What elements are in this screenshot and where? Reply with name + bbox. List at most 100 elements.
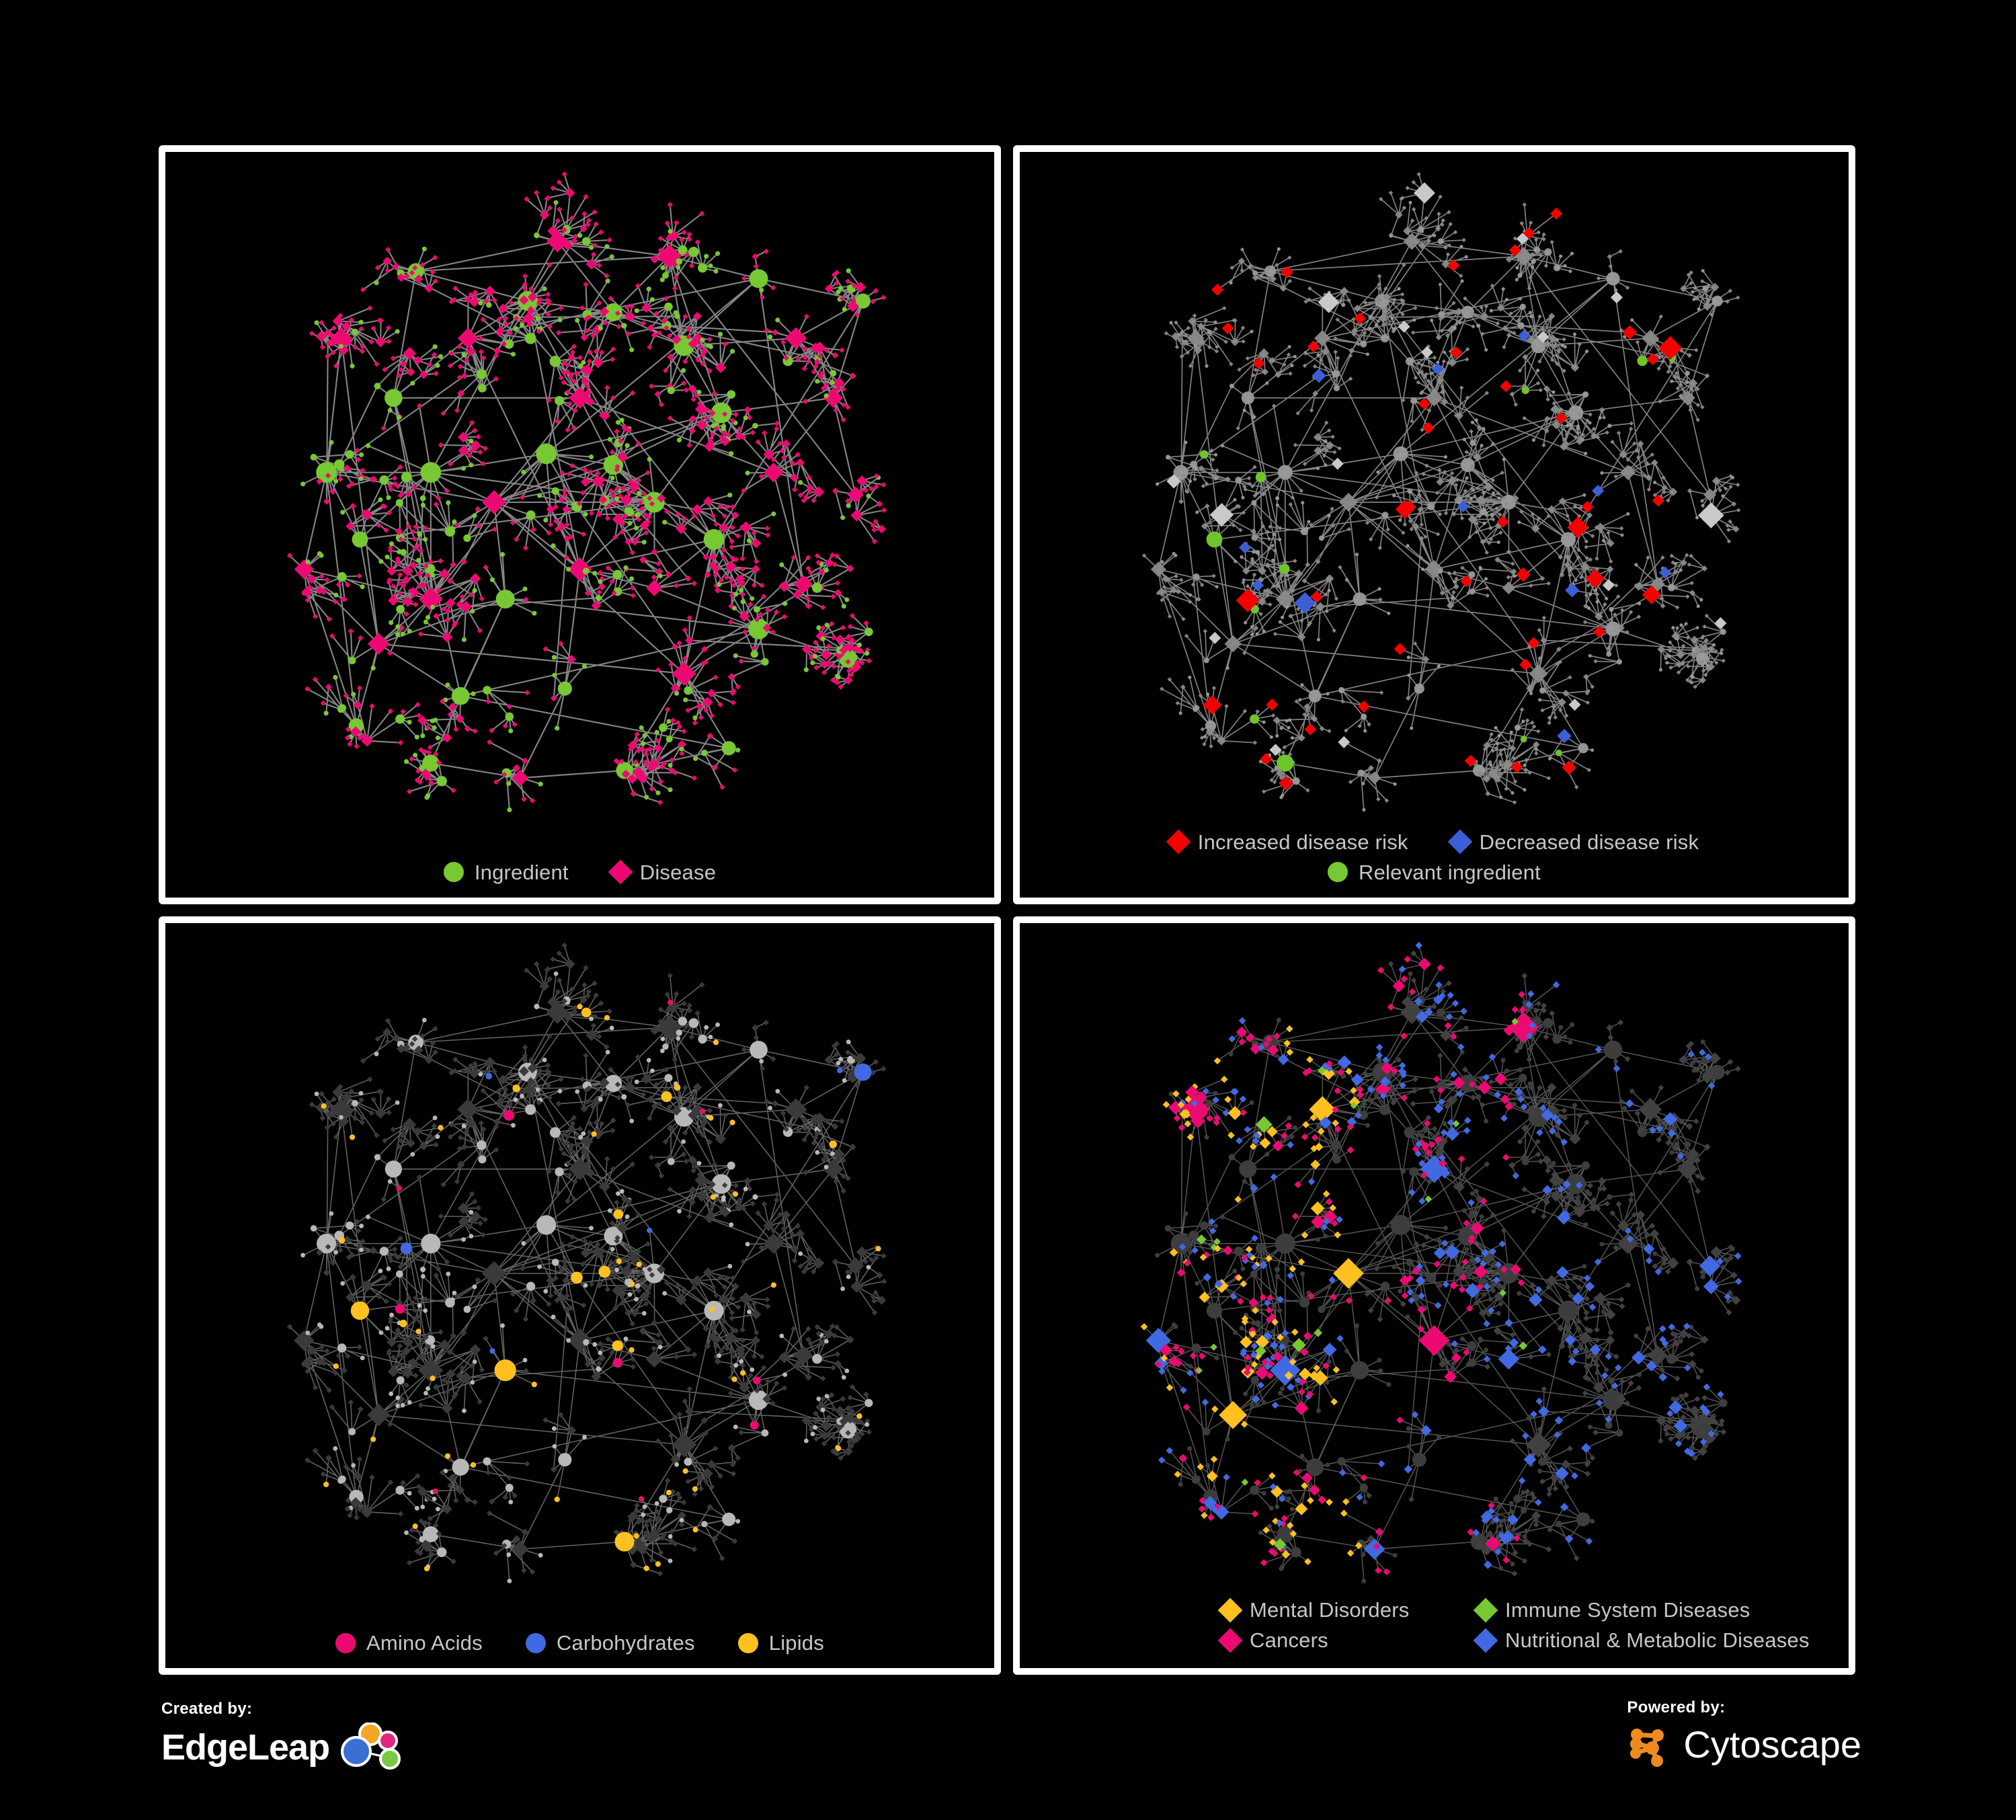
graph-node[interactable]: [1346, 1116, 1357, 1127]
graph-node[interactable]: [1224, 476, 1231, 483]
graph-node[interactable]: [1607, 1329, 1614, 1335]
graph-node[interactable]: [1491, 517, 1496, 522]
graph-node[interactable]: [359, 1247, 364, 1252]
graph-node[interactable]: [557, 206, 563, 212]
graph-node[interactable]: [1686, 1332, 1693, 1339]
graph-node[interactable]: [871, 539, 878, 545]
graph-node[interactable]: [555, 395, 565, 405]
graph-node[interactable]: [746, 538, 752, 543]
graph-node[interactable]: [1339, 1468, 1346, 1476]
graph-node[interactable]: [366, 1214, 370, 1219]
graph-node[interactable]: [1585, 349, 1589, 354]
graph-node[interactable]: [519, 1265, 526, 1271]
graph-node[interactable]: [649, 1154, 655, 1160]
graph-node[interactable]: [1496, 778, 1501, 783]
graph-node[interactable]: [386, 1109, 392, 1115]
graph-node[interactable]: [1219, 1400, 1248, 1429]
graph-node[interactable]: [1687, 562, 1691, 567]
graph-node[interactable]: [1412, 1076, 1418, 1082]
graph-node[interactable]: [576, 500, 583, 506]
graph-node[interactable]: [374, 1107, 387, 1119]
graph-node[interactable]: [531, 1381, 537, 1387]
graph-node[interactable]: [803, 1169, 809, 1175]
graph-node[interactable]: [1619, 1303, 1625, 1309]
graph-node[interactable]: [1670, 1396, 1676, 1401]
graph-node[interactable]: [1252, 579, 1264, 592]
graph-node[interactable]: [572, 1178, 578, 1185]
graph-node[interactable]: [563, 555, 570, 561]
graph-node[interactable]: [639, 725, 644, 730]
graph-node[interactable]: [1606, 1023, 1613, 1031]
graph-node[interactable]: [1525, 718, 1530, 723]
graph-node[interactable]: [1707, 646, 1713, 651]
graph-node[interactable]: [1660, 1245, 1666, 1252]
graph-node[interactable]: [673, 1353, 680, 1359]
graph-node[interactable]: [1502, 457, 1506, 461]
graph-node[interactable]: [410, 528, 416, 535]
graph-node[interactable]: [329, 440, 334, 445]
graph-node[interactable]: [551, 655, 557, 660]
graph-node[interactable]: [1502, 581, 1515, 595]
graph-node[interactable]: [873, 1058, 879, 1065]
graph-node[interactable]: [577, 1125, 583, 1132]
graph-node[interactable]: [761, 658, 769, 666]
graph-node[interactable]: [1608, 1387, 1615, 1394]
graph-node[interactable]: [1198, 465, 1205, 471]
graph-node[interactable]: [682, 627, 688, 633]
graph-node[interactable]: [733, 1182, 739, 1189]
graph-node[interactable]: [1355, 1322, 1360, 1328]
graph-node[interactable]: [683, 697, 688, 703]
graph-node[interactable]: [385, 389, 403, 407]
graph-node[interactable]: [748, 601, 754, 607]
graph-node[interactable]: [1368, 327, 1372, 331]
graph-node[interactable]: [1323, 1233, 1328, 1238]
graph-node[interactable]: [639, 1276, 645, 1283]
graph-node[interactable]: [743, 1177, 752, 1185]
graph-node[interactable]: [1495, 321, 1500, 326]
graph-node[interactable]: [1685, 1405, 1691, 1412]
graph-node[interactable]: [495, 590, 515, 609]
graph-node[interactable]: [477, 1140, 487, 1150]
graph-node[interactable]: [1178, 498, 1184, 504]
graph-node[interactable]: [356, 685, 363, 691]
graph-node[interactable]: [489, 1498, 495, 1505]
graph-node[interactable]: [1205, 364, 1209, 368]
graph-node[interactable]: [1635, 1225, 1642, 1232]
graph-node[interactable]: [1552, 344, 1557, 349]
network-graph-3[interactable]: [165, 923, 994, 1669]
graph-node[interactable]: [717, 1353, 722, 1358]
graph-node[interactable]: [447, 1482, 453, 1489]
graph-node[interactable]: [547, 323, 553, 329]
graph-node[interactable]: [543, 518, 549, 523]
graph-node[interactable]: [1691, 647, 1697, 654]
graph-node[interactable]: [1464, 1165, 1471, 1172]
graph-node[interactable]: [655, 567, 663, 576]
graph-node[interactable]: [557, 1088, 563, 1093]
graph-node[interactable]: [555, 725, 560, 731]
graph-node[interactable]: [678, 1016, 688, 1025]
graph-node[interactable]: [438, 1213, 444, 1219]
graph-node[interactable]: [702, 1467, 713, 1479]
graph-node[interactable]: [1502, 1153, 1510, 1161]
graph-node[interactable]: [598, 1265, 611, 1277]
graph-node[interactable]: [406, 789, 413, 795]
graph-node[interactable]: [1563, 345, 1567, 349]
graph-node[interactable]: [1720, 647, 1724, 652]
graph-node[interactable]: [1693, 1117, 1699, 1124]
graph-node[interactable]: [731, 582, 737, 588]
graph-node[interactable]: [719, 1348, 725, 1354]
graph-node[interactable]: [1461, 237, 1466, 243]
graph-node[interactable]: [642, 1504, 647, 1509]
graph-node[interactable]: [1597, 1177, 1607, 1185]
graph-node[interactable]: [1330, 1140, 1341, 1150]
graph-node[interactable]: [475, 506, 481, 512]
graph-node[interactable]: [1500, 470, 1505, 475]
graph-node[interactable]: [1512, 330, 1517, 335]
graph-node[interactable]: [1422, 374, 1428, 379]
graph-node[interactable]: [1203, 695, 1222, 715]
graph-node[interactable]: [1707, 1416, 1713, 1423]
graph-node[interactable]: [1316, 353, 1320, 357]
graph-node[interactable]: [688, 247, 699, 258]
graph-node[interactable]: [378, 497, 383, 502]
graph-node[interactable]: [1267, 1524, 1273, 1529]
